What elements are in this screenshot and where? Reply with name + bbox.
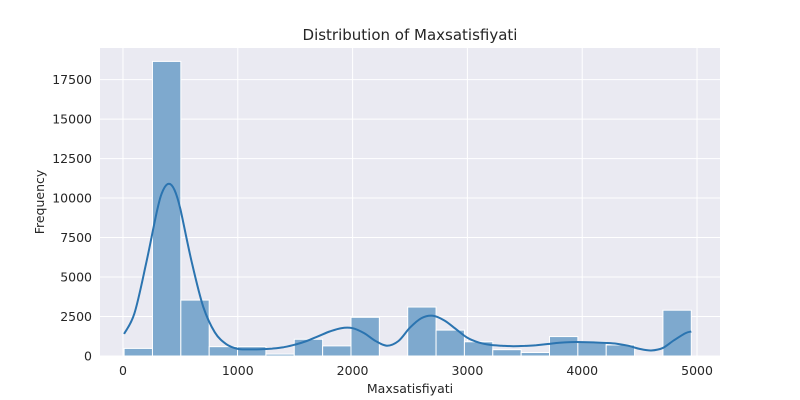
x-axis-label: Maxsatisfiyati <box>367 381 453 396</box>
y-axis-label: Frequency <box>32 169 47 234</box>
kde-curve <box>123 182 692 352</box>
y-tick-label: 2500 <box>60 309 92 324</box>
y-tick-label: 15000 <box>52 112 92 127</box>
histogram-bar <box>293 338 324 357</box>
histogram-bar <box>492 349 522 357</box>
y-tick-label: 17500 <box>52 72 92 87</box>
y-tick-label: 10000 <box>52 191 92 206</box>
y-tick-label: 12500 <box>52 151 92 166</box>
histogram-bar <box>435 329 465 357</box>
histogram-bar <box>520 352 551 357</box>
y-tick-label: 0 <box>84 349 92 364</box>
histogram-bar <box>265 353 295 357</box>
histogram-bar <box>123 347 153 357</box>
histogram-bar <box>180 299 210 357</box>
histogram-bar <box>237 346 267 357</box>
histogram-bar <box>322 345 352 357</box>
x-tick-label: 2000 <box>337 363 369 378</box>
histogram-bar <box>549 336 579 357</box>
x-tick-label: 5000 <box>681 363 713 378</box>
chart-title: Distribution of Maxsatisfiyati <box>303 26 518 44</box>
kde-line <box>123 182 692 352</box>
histogram-bar <box>151 60 182 357</box>
y-tick-label: 7500 <box>60 230 92 245</box>
y-axis-ticks: 0 2500 5000 7500 10000 12500 15000 17500 <box>52 72 92 363</box>
x-tick-label: 3000 <box>452 363 484 378</box>
x-tick-label: 4000 <box>566 363 598 378</box>
x-axis-ticks: 0 1000 2000 3000 4000 5000 <box>119 363 713 378</box>
histogram-bar <box>407 306 437 357</box>
histogram-bar <box>350 316 380 357</box>
y-tick-label: 5000 <box>60 270 92 285</box>
x-tick-label: 0 <box>119 363 127 378</box>
histogram-bar <box>577 341 607 357</box>
x-tick-label: 1000 <box>222 363 254 378</box>
